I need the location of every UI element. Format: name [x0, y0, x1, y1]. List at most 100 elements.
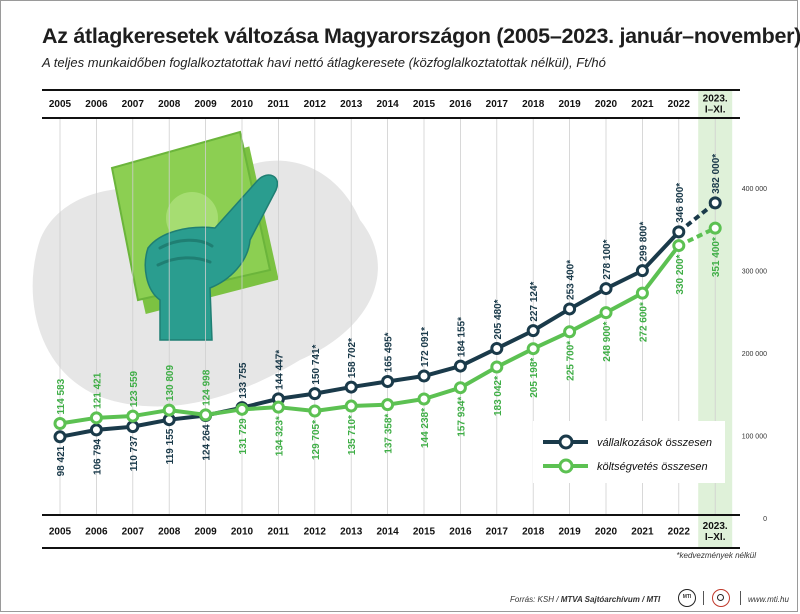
legend-marker — [558, 434, 574, 450]
data-label: 119 155 — [165, 428, 176, 464]
x-tick-label: 2009 — [194, 99, 217, 110]
x-tick-label: 2016 — [449, 527, 472, 538]
data-label: 130 809 — [165, 364, 176, 401]
data-label: 205 198* — [529, 358, 540, 398]
data-label: 129 705* — [311, 420, 322, 460]
money-hand-illustration — [110, 130, 279, 341]
x-tick-label: 2018 — [522, 99, 545, 110]
x-tick-label: 2023. — [703, 94, 728, 105]
data-point — [162, 403, 176, 417]
data-point — [53, 430, 67, 444]
data-point — [235, 402, 249, 416]
data-point — [563, 325, 577, 339]
x-tick-label: 2011 — [268, 527, 290, 538]
chart-title: Az átlagkeresetek változása Magyarország… — [42, 24, 800, 48]
data-label: 121 421 — [92, 372, 103, 409]
x-tick-label: 2010 — [231, 99, 254, 110]
data-label: 124 998 — [202, 369, 213, 406]
data-label: 253 400* — [566, 260, 577, 300]
data-label: 278 100* — [602, 239, 613, 279]
x-tick-label: 2006 — [85, 99, 108, 110]
data-point — [453, 381, 467, 395]
data-label: 133 755 — [238, 362, 249, 399]
data-point — [199, 408, 213, 422]
finger-line — [156, 256, 212, 267]
data-point — [563, 302, 577, 316]
footer: Forrás: KSH / MTVA Sajtóarchívum / MTI M… — [0, 586, 800, 608]
y-tick-label: 300 000 — [742, 269, 767, 276]
x-tick-label: 2017 — [486, 527, 509, 538]
x-tick-label: 2005 — [49, 527, 72, 538]
data-point — [635, 264, 649, 278]
legend-box — [533, 421, 725, 483]
source-text: Forrás: KSH / MTVA Sajtóarchívum / MTI — [510, 595, 660, 604]
x-tick-label: 2016 — [449, 99, 472, 110]
data-point — [271, 400, 285, 414]
legend-marker — [558, 458, 574, 474]
source-prefix: Forrás: KSH / — [510, 595, 561, 604]
footnote: *kedvezmények nélkül — [676, 551, 756, 560]
legend-label: vállalkozások összesen — [597, 437, 712, 449]
data-label: 272 600* — [638, 302, 649, 342]
data-point — [126, 409, 140, 423]
x-tick-label: 2019 — [558, 99, 581, 110]
data-label: 172 091* — [420, 327, 431, 367]
data-point — [381, 374, 395, 388]
x-tick-label: 2022 — [668, 99, 691, 110]
data-label: 248 900* — [602, 322, 613, 362]
x-tick-label: 2013 — [340, 99, 363, 110]
legend: vállalkozások összesen költségvetés össze… — [533, 421, 725, 483]
data-point — [490, 360, 504, 374]
data-label: 158 702* — [347, 338, 358, 378]
data-label: 330 200* — [675, 254, 686, 294]
x-tick-label: 2009 — [194, 527, 217, 538]
x-tick-label: 2020 — [595, 99, 618, 110]
legend-label: költségvetés összesen — [597, 461, 708, 473]
site-url: www.mti.hu — [748, 595, 789, 604]
x-tick-label: 2015 — [413, 99, 436, 110]
data-label: 137 358* — [384, 414, 395, 454]
chart-subtitle: A teljes munkaidőben foglalkoztatottak h… — [42, 55, 606, 70]
x-tick-label: 2023. — [703, 521, 728, 532]
y-tick-label: 100 000 — [742, 434, 767, 441]
data-label: 123 559 — [129, 370, 140, 407]
source-brand: MTVA Sajtóarchívum / MTI — [560, 595, 661, 604]
series-line-dashed — [677, 201, 717, 234]
x-tick-label: 2021 — [631, 527, 654, 538]
data-point — [381, 398, 395, 412]
x-tick-label: 2021 — [631, 99, 654, 110]
data-label: 98 421 — [56, 445, 67, 476]
x-tick-label: 2020 — [595, 527, 618, 538]
data-point — [599, 282, 613, 296]
x-tick-label: 2018 — [522, 527, 545, 538]
x-tick-label: 2019 — [558, 527, 581, 538]
data-label: 110 737 — [129, 435, 140, 471]
data-label: 227 124* — [529, 281, 540, 321]
data-label: 131 729 — [238, 418, 249, 455]
x-tick-label: 2022 — [668, 527, 691, 538]
data-label: 299 800* — [638, 222, 649, 262]
data-point — [635, 286, 649, 300]
data-point — [417, 369, 431, 383]
x-tick-label: 2012 — [304, 99, 327, 110]
x-tick-label: 2005 — [49, 99, 72, 110]
data-label: 183 042* — [493, 376, 504, 416]
data-label: 351 400* — [711, 237, 722, 277]
x-tick-label: 2007 — [122, 99, 145, 110]
footer-separator — [740, 591, 741, 605]
data-label: 225 700* — [566, 341, 577, 381]
data-label: 134 323* — [274, 416, 285, 456]
data-label: 124 264 — [202, 424, 213, 461]
data-point — [126, 420, 140, 434]
x-tick-label: 2007 — [122, 527, 145, 538]
data-point — [526, 342, 540, 356]
data-label: 135 710* — [347, 415, 358, 455]
data-label: 150 741* — [311, 344, 322, 384]
footer-separator — [703, 591, 704, 605]
data-point — [308, 404, 322, 418]
data-point — [53, 416, 67, 430]
data-point — [453, 359, 467, 373]
data-label: 382 000* — [711, 154, 722, 194]
data-label: 114 583 — [56, 378, 67, 414]
